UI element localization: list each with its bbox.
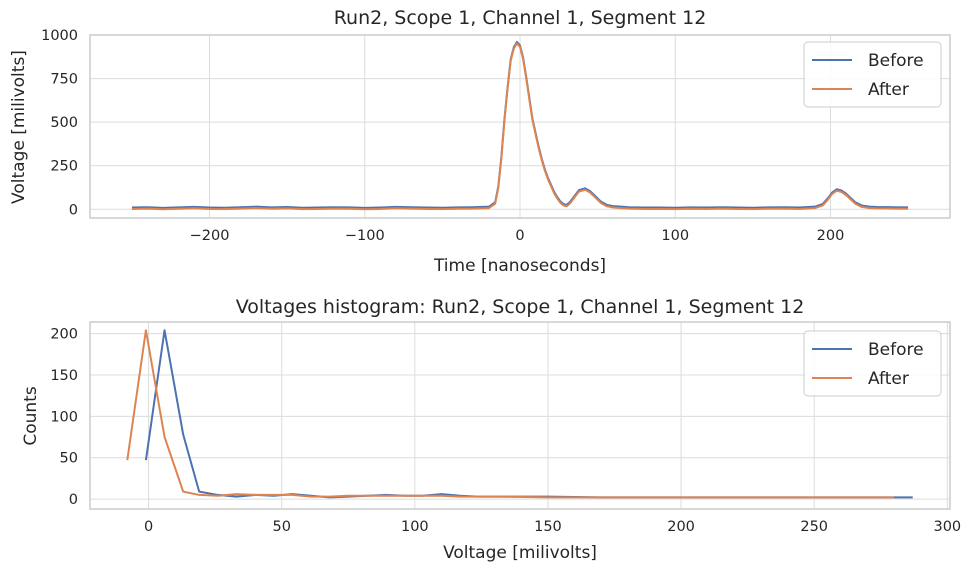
- legend: Before After: [803, 330, 942, 397]
- x-tick-label: 200: [817, 228, 845, 244]
- gridlines: [90, 322, 950, 509]
- y-tick-label: 100: [50, 409, 78, 425]
- y-tick-label: 150: [50, 368, 78, 384]
- x-axis-label: Voltage [milivolts]: [443, 543, 597, 563]
- y-tick-label: 0: [69, 202, 78, 218]
- y-tick-label: 50: [60, 451, 78, 467]
- legend-label: Before: [868, 51, 924, 71]
- y-tick-label: 250: [50, 159, 78, 175]
- x-tick-label: 0: [144, 519, 153, 535]
- chart-title: Run2, Scope 1, Channel 1, Segment 12: [334, 7, 707, 29]
- series-line-after: [131, 42, 909, 211]
- y-axis-label: Counts: [21, 386, 41, 445]
- x-tick-label: −100: [345, 228, 385, 244]
- x-tick-label: 50: [272, 519, 290, 535]
- x-tick-label: 100: [401, 519, 429, 535]
- y-tick-label: 1000: [41, 28, 78, 44]
- y-axis-label: Voltage [milivolts]: [9, 50, 29, 204]
- legend-label: After: [868, 80, 909, 100]
- x-tick-label: 150: [534, 519, 562, 535]
- x-tick-label: 250: [800, 519, 828, 535]
- legend-label: Before: [868, 340, 924, 360]
- histogram-chart: Voltages histogram: Run2, Scope 1, Chann…: [21, 296, 961, 563]
- legend-box: [803, 41, 942, 108]
- series-line-after: [126, 329, 895, 499]
- y-tick-label: 750: [50, 72, 78, 88]
- legend: Before After: [803, 41, 942, 108]
- x-tick-label: 0: [515, 228, 524, 244]
- axes-frame: [89, 321, 951, 510]
- y-tick-label: 0: [69, 492, 78, 508]
- x-tick-label: 300: [933, 519, 961, 535]
- y-tick-label: 500: [50, 115, 78, 131]
- x-tick-label: 100: [661, 228, 689, 244]
- time-series-chart: Run2, Scope 1, Channel 1, Segment 12 Tim…: [9, 7, 951, 276]
- y-tick-label: 200: [50, 327, 78, 343]
- legend-box: [803, 330, 942, 397]
- axes-frame: [89, 34, 951, 219]
- chart-title: Voltages histogram: Run2, Scope 1, Chann…: [236, 296, 805, 318]
- x-tick-label: −200: [190, 228, 230, 244]
- legend-label: After: [868, 369, 909, 389]
- x-axis-label: Time [nanoseconds]: [433, 256, 606, 276]
- x-tick-label: 200: [667, 519, 695, 535]
